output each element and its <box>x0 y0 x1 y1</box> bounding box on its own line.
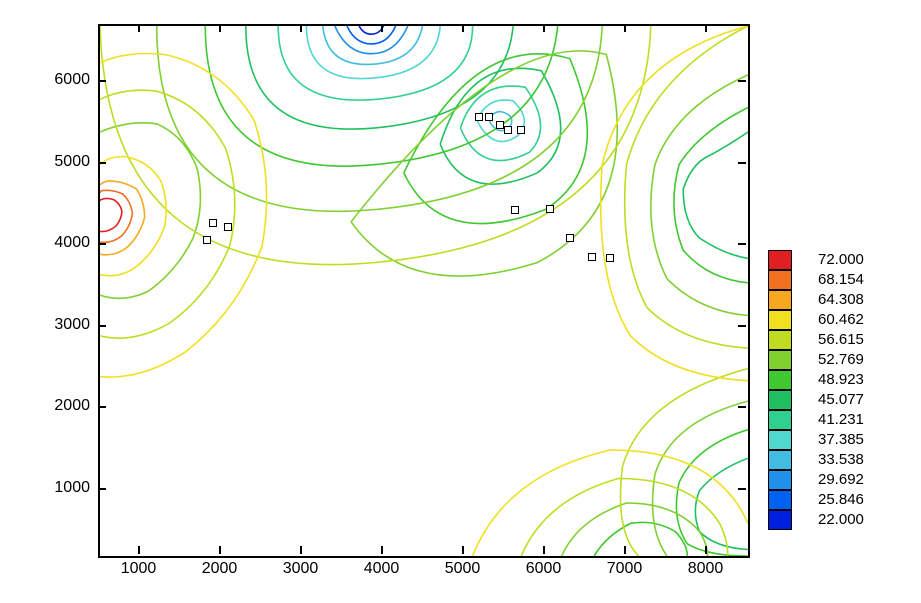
legend-label: 56.615 <box>818 331 864 348</box>
contour-line <box>100 198 122 231</box>
x-tick-label: 3000 <box>281 560 321 578</box>
x-tick <box>300 24 302 32</box>
x-tick <box>138 546 140 554</box>
contour-line <box>100 123 200 299</box>
y-tick <box>98 243 106 245</box>
x-tick <box>381 24 383 32</box>
x-tick-label: 5000 <box>443 560 483 578</box>
legend-swatch <box>768 390 792 410</box>
legend-swatch <box>768 450 792 470</box>
contour-line <box>100 157 166 276</box>
x-tick <box>381 546 383 554</box>
data-marker <box>588 253 596 261</box>
y-tick-label: 1000 <box>54 479 90 497</box>
data-marker <box>566 234 574 242</box>
legend-label: 37.385 <box>818 431 864 448</box>
legend-swatch <box>768 410 792 430</box>
y-tick-label: 2000 <box>54 397 90 415</box>
y-tick-label: 5000 <box>54 153 90 171</box>
legend-label: 33.538 <box>818 451 864 468</box>
legend-swatch <box>768 370 792 390</box>
data-marker <box>203 236 211 244</box>
x-tick-label: 1000 <box>119 560 159 578</box>
data-marker <box>504 126 512 134</box>
x-tick-label: 8000 <box>686 560 726 578</box>
legend-swatch <box>768 310 792 330</box>
legend-label: 25.846 <box>818 491 864 508</box>
x-tick <box>300 546 302 554</box>
x-tick-label: 7000 <box>605 560 645 578</box>
x-tick-label: 4000 <box>362 560 402 578</box>
legend-label: 60.462 <box>818 311 864 328</box>
y-tick-label: 4000 <box>54 234 90 252</box>
y-tick <box>98 162 106 164</box>
x-tick <box>462 546 464 554</box>
x-tick <box>624 546 626 554</box>
y-tick <box>738 162 746 164</box>
legend-label: 41.231 <box>818 411 864 428</box>
legend-label: 48.923 <box>818 371 864 388</box>
contour-line <box>100 90 235 338</box>
data-marker <box>511 206 519 214</box>
legend-swatch <box>768 330 792 350</box>
contour-line <box>683 132 748 258</box>
x-tick <box>138 24 140 32</box>
contour-lines <box>100 26 748 556</box>
legend-label: 52.769 <box>818 351 864 368</box>
contour-line <box>100 26 651 265</box>
x-tick <box>705 546 707 554</box>
legend-swatch <box>768 350 792 370</box>
x-tick-label: 6000 <box>524 560 564 578</box>
data-marker <box>517 126 525 134</box>
contour-line <box>335 26 408 54</box>
x-tick <box>624 24 626 32</box>
data-marker <box>485 113 493 121</box>
x-tick <box>219 24 221 32</box>
contour-line <box>205 26 557 166</box>
x-tick <box>543 24 545 32</box>
x-tick <box>705 24 707 32</box>
data-marker <box>546 205 554 213</box>
y-tick <box>98 488 106 490</box>
data-marker <box>475 113 483 121</box>
legend-swatch <box>768 290 792 310</box>
y-tick <box>98 325 106 327</box>
contour-line <box>521 479 728 557</box>
data-marker <box>606 254 614 262</box>
y-tick-label: 3000 <box>54 316 90 334</box>
legend-label: 64.308 <box>818 291 864 308</box>
contour-plot <box>98 24 750 558</box>
contour-line <box>651 75 748 316</box>
contour-line <box>625 26 748 348</box>
legend-swatch <box>768 510 792 530</box>
y-tick <box>98 406 106 408</box>
x-tick-label: 2000 <box>200 560 240 578</box>
x-tick <box>543 546 545 554</box>
y-tick <box>738 325 746 327</box>
y-tick <box>738 80 746 82</box>
contour-line <box>594 522 687 556</box>
y-tick-label: 6000 <box>54 71 90 89</box>
legend-label: 29.692 <box>818 471 864 488</box>
y-tick <box>98 80 106 82</box>
y-tick <box>738 488 746 490</box>
contour-line <box>473 450 748 556</box>
data-marker <box>496 121 504 129</box>
legend-label: 72.000 <box>818 251 864 268</box>
legend-swatch <box>768 270 792 290</box>
legend-swatch <box>768 490 792 510</box>
data-marker <box>209 219 217 227</box>
legend-swatch <box>768 470 792 490</box>
y-tick <box>738 243 746 245</box>
y-tick <box>738 406 746 408</box>
contour-line <box>100 181 145 255</box>
x-tick <box>462 24 464 32</box>
legend-swatch <box>768 430 792 450</box>
legend-label: 22.000 <box>818 511 864 528</box>
x-tick <box>219 546 221 554</box>
data-marker <box>224 223 232 231</box>
legend-swatch <box>768 250 792 270</box>
legend-label: 68.154 <box>818 271 864 288</box>
legend-label: 45.077 <box>818 391 864 408</box>
